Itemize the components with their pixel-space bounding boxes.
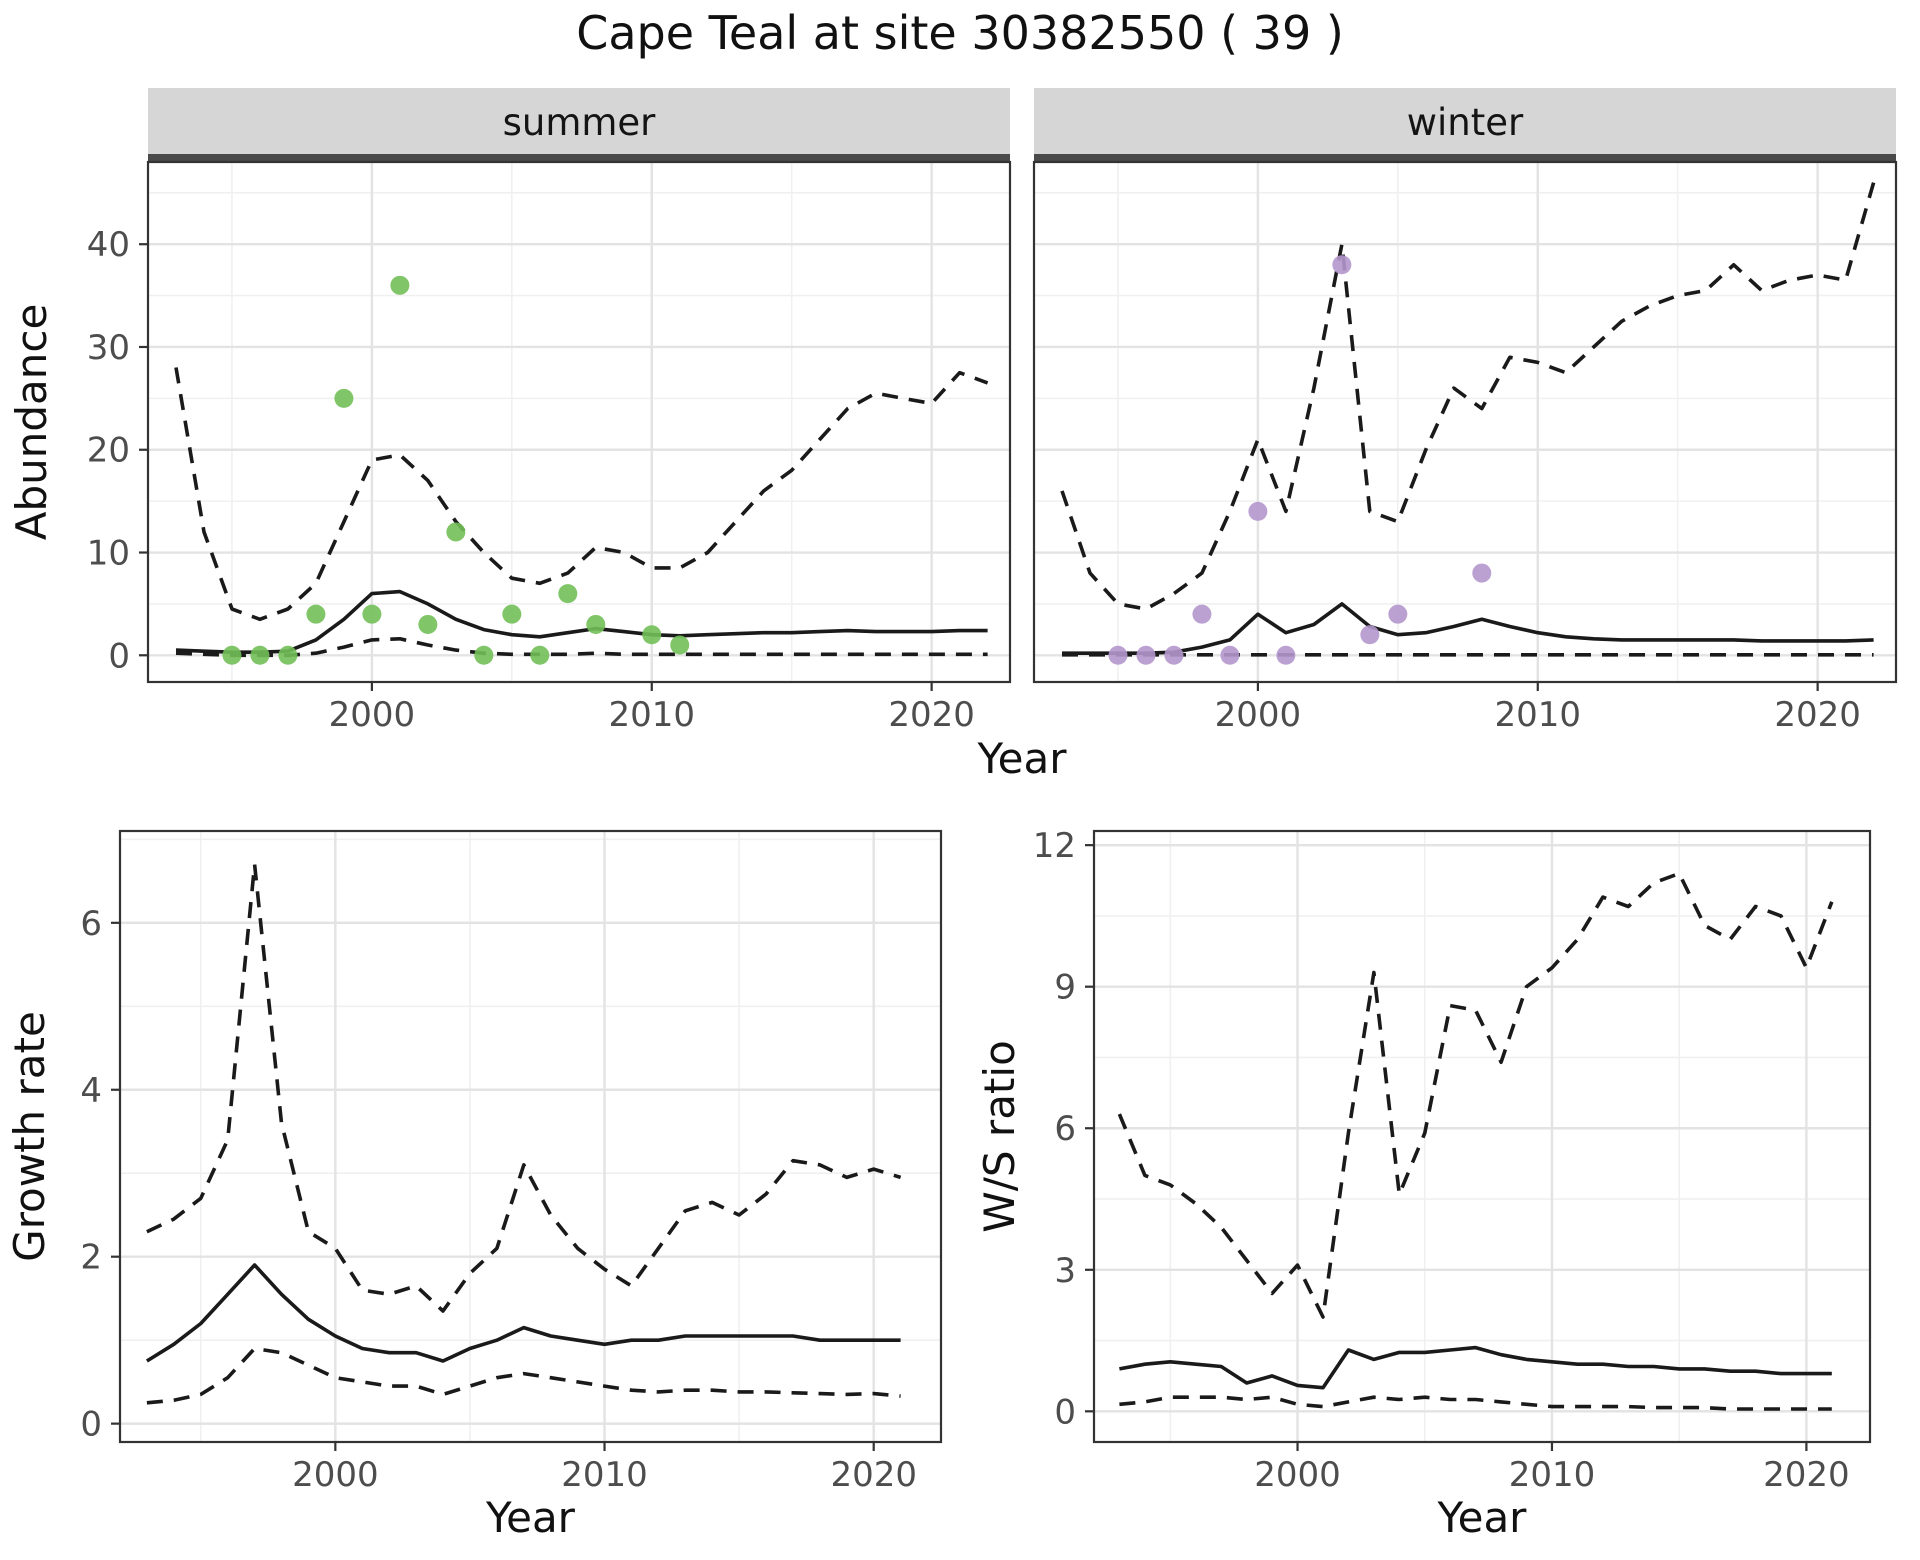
observed-winter-point	[1472, 563, 1492, 583]
growth-rate-upper-ci-line	[146, 862, 902, 1313]
panel-border	[118, 829, 943, 1444]
observed-winter-point	[1248, 501, 1268, 521]
x-tick-label: 2010	[561, 1455, 648, 1495]
observed-winter-point	[1220, 645, 1240, 665]
y-tick-label: 6	[80, 904, 102, 944]
x-tick-label: 2010	[609, 695, 696, 735]
y-axis-title: Abundance	[7, 304, 56, 541]
y-tick-label: 4	[80, 1071, 102, 1111]
observed-summer-point	[530, 645, 550, 665]
observed-summer-point	[250, 645, 270, 665]
ws-ratio-median-line	[1119, 1345, 1832, 1390]
shared-x-axis-label: Year	[977, 734, 1067, 783]
y-tick-label: 6	[1054, 1109, 1076, 1149]
y-tick-label: 0	[108, 636, 130, 676]
observed-winter-point	[1388, 604, 1408, 624]
x-tick-label: 2020	[1763, 1455, 1850, 1495]
observed-summer-point	[586, 614, 606, 634]
x-axis-title: Year	[1437, 1493, 1528, 1542]
panel-background	[148, 162, 1010, 682]
observed-summer-point	[474, 645, 494, 665]
observed-summer-point	[222, 645, 242, 665]
observed-winter-point	[1164, 645, 1184, 665]
growth-rate-lower-ci-line	[146, 1346, 901, 1405]
observed-summer-point	[390, 275, 410, 295]
observed-winter-point	[1136, 645, 1156, 665]
observed-summer-point	[278, 645, 298, 665]
growth-rate-median-line	[145, 1263, 901, 1363]
observed-summer-point	[446, 522, 466, 542]
y-tick-label: 20	[87, 431, 130, 471]
observed-summer-point	[418, 614, 438, 634]
observed-summer-point	[306, 604, 326, 624]
ws-ratio-lower-ci-line	[1119, 1395, 1832, 1411]
observed-summer-point	[558, 584, 578, 604]
panel-growth-rate: 2000 2010 2020 0 2 4 6 Growth rate Year	[5, 829, 943, 1542]
observed-winter-point	[1192, 604, 1212, 624]
y-tick-label: 40	[87, 225, 130, 265]
y-tick-label: 3	[1054, 1251, 1076, 1291]
y-tick-label: 9	[1054, 968, 1076, 1008]
x-tick-label: 2000	[329, 695, 416, 735]
x-tick-label: 2020	[1774, 695, 1861, 735]
observed-winter-point	[1108, 645, 1128, 665]
y-axis-title: W/S ratio	[975, 1040, 1024, 1233]
facet-strip-label: winter	[1407, 101, 1524, 144]
abundance-winter-median-line	[1062, 602, 1874, 656]
y-tick-label: 12	[1033, 826, 1076, 866]
facet-strip	[148, 88, 1010, 154]
abundance-summer-lower-ci-line	[175, 636, 988, 658]
y-tick-label: 10	[87, 534, 130, 574]
y-tick-label: 0	[1054, 1392, 1076, 1432]
abundance-summer-median-line	[175, 589, 988, 655]
figure-title: Cape Teal at site 30382550 ( 39 )	[576, 6, 1344, 60]
x-tick-label: 2020	[830, 1455, 917, 1495]
observed-winter-point	[1276, 645, 1296, 665]
panel-ws-ratio: 2000 2010 2020 0 3 6 9 12 W/S ratio Year	[975, 826, 1872, 1542]
observed-summer-point	[642, 625, 662, 645]
x-tick-label: 2000	[1254, 1455, 1341, 1495]
facet-strip-label: summer	[503, 101, 657, 144]
y-tick-label: 30	[87, 328, 130, 368]
observed-winter-point	[1332, 255, 1352, 275]
x-tick-label: 2000	[292, 1455, 379, 1495]
observed-winter-point	[1360, 625, 1380, 645]
observed-summer-point	[502, 604, 522, 624]
x-axis-title: Year	[485, 1493, 576, 1542]
facet-strip-border	[1034, 154, 1896, 161]
observed-summer-point	[670, 635, 690, 655]
x-tick-label: 2020	[888, 695, 975, 735]
x-tick-label: 2010	[1509, 1455, 1596, 1495]
panel-abundance-winter: winter 2000 2010 2020	[1032, 88, 1898, 735]
facet-strip	[1034, 88, 1896, 154]
panel-abundance-summer: summer 2000 2010 2020 0 10 20 30 40 Abundance	[7, 88, 1012, 735]
observed-summer-point	[334, 388, 354, 408]
observed-summer-point	[362, 604, 382, 624]
x-tick-label: 2010	[1495, 695, 1582, 735]
facet-strip-border	[148, 154, 1010, 161]
panel-border	[1032, 160, 1898, 684]
panel-border	[1092, 829, 1872, 1444]
panel-background	[1034, 162, 1896, 682]
y-tick-label: 0	[80, 1405, 102, 1445]
y-tick-label: 2	[80, 1238, 102, 1278]
x-tick-label: 2000	[1215, 695, 1302, 735]
panel-border	[146, 160, 1012, 684]
y-axis-title: Growth rate	[5, 1011, 54, 1262]
ws-ratio-upper-ci-line	[1117, 871, 1834, 1319]
abundance-winter-upper-ci-line	[1060, 182, 1876, 611]
